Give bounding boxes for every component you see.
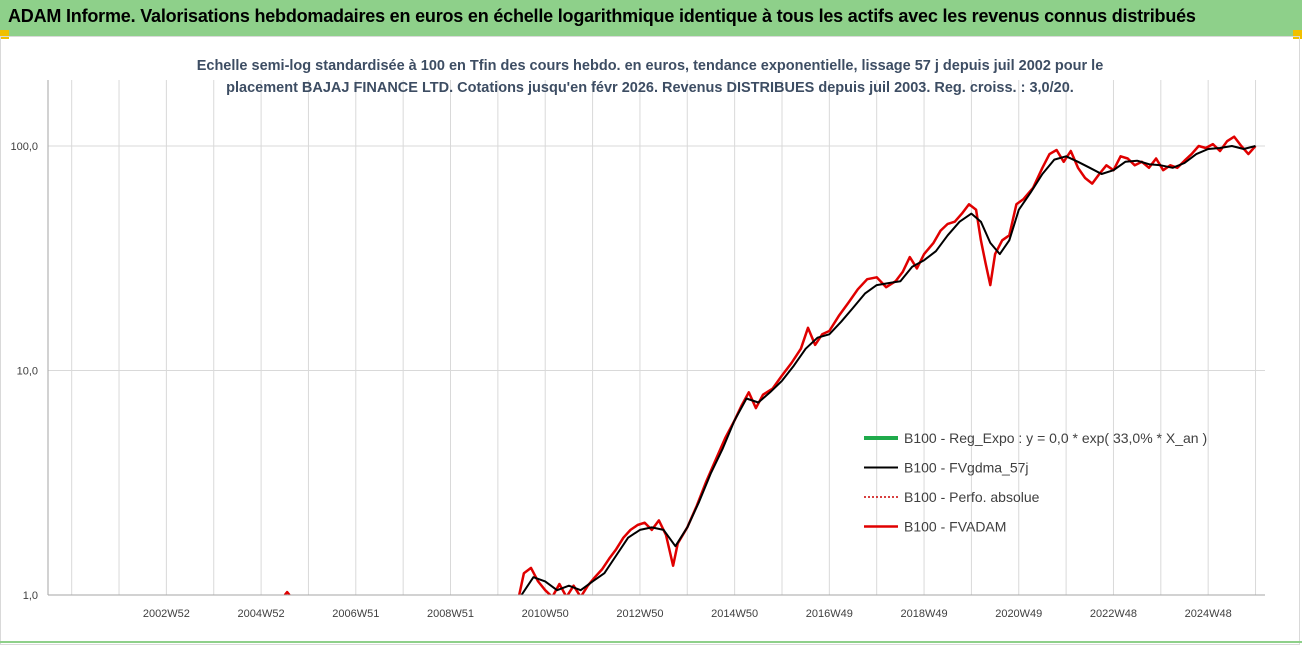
x-tick-label: 2018W49: [901, 608, 948, 620]
x-tick-label: 2002W52: [143, 608, 190, 620]
y-tick-label: 100,0: [10, 141, 38, 153]
series-layer: [283, 135, 1257, 595]
right-corner-marker: [1293, 30, 1302, 39]
header-banner: ADAM Informe. Valorisations hebdomadaire…: [0, 0, 1302, 36]
legend-label-reg_expo: B100 - Reg_Expo : y = 0,0 * exp( 33,0% *…: [904, 430, 1207, 446]
banner-title: ADAM Informe. Valorisations hebdomadaire…: [8, 6, 1196, 26]
x-tick-label: 2016W49: [806, 608, 853, 620]
series-line-fvgdma: [520, 145, 1256, 595]
x-tick-label: 2014W50: [711, 608, 758, 620]
legend-label-fvadam: B100 - FVADAM: [904, 519, 1006, 535]
legend-label-fvgdma: B100 - FVgdma_57j: [904, 460, 1029, 476]
chart-title-line-1: Echelle semi-log standardisée à 100 en T…: [196, 58, 1104, 74]
bottom-border: [0, 641, 1302, 643]
x-tick-label: 2010W50: [522, 608, 569, 620]
chart-title-line-2: placement BAJAJ FINANCE LTD. Cotations j…: [226, 80, 1074, 96]
x-tick-label: 2024W48: [1185, 608, 1232, 620]
y-tick-label: 10,0: [17, 366, 38, 378]
x-tick-label: 2020W49: [995, 608, 1042, 620]
x-tick-label: 2006W51: [332, 608, 379, 620]
x-tick-label: 2012W50: [616, 608, 663, 620]
series-line-fvadam: [517, 135, 1257, 595]
grid-layer: [48, 80, 1265, 595]
left-corner-marker: [0, 30, 9, 39]
x-tick-label: 2008W51: [427, 608, 474, 620]
axis-layer: 1,0 10,0 100,0 2002W52 2004W52 2006W51 2008W51…: [10, 80, 1265, 620]
legend-label-perfo: B100 - Perfo. absolue: [904, 489, 1040, 505]
x-tick-label: 2004W52: [238, 608, 285, 620]
chart-legend: B100 - Reg_Expo : y = 0,0 * exp( 33,0% *…: [864, 430, 1207, 535]
chart-frame: [0, 36, 1300, 645]
y-tick-label: 1,0: [23, 590, 38, 602]
x-tick-label: 2022W48: [1090, 608, 1137, 620]
chart-title: Echelle semi-log standardisée à 100 en T…: [150, 55, 1150, 99]
series-line-fvadam: [283, 590, 291, 595]
